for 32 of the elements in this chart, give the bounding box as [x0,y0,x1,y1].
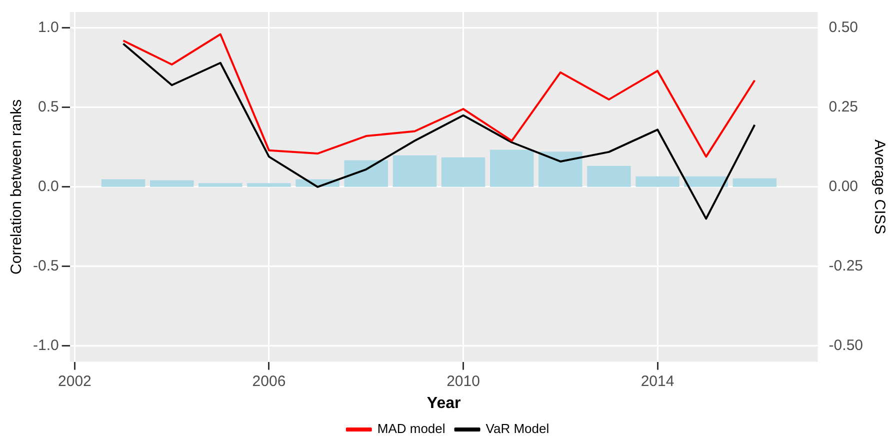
y2-axis-title: Average CISS [870,140,888,234]
bar [344,160,388,187]
y-axis-title: Correlation between ranks [8,99,26,274]
y2-tick-label: -0.50 [828,337,864,354]
y-tick-label: -0.5 [32,258,59,275]
x-tick-label: 2014 [640,372,674,390]
bar [538,152,582,187]
bar [392,155,437,187]
y2-tick-label: 0.25 [828,98,858,116]
x-tick-label: 2006 [252,372,286,390]
y2-tick-label: 0.00 [828,178,858,196]
y-tick-label: 0.5 [38,98,59,116]
y-tick-label: 1.0 [38,19,59,36]
y2-tick-label: 0.50 [828,19,858,36]
y-tick-label: 0.0 [38,178,59,196]
x-tick-label: 2002 [58,372,92,390]
legend-label: VaR Model [486,421,550,436]
bar [732,178,777,187]
bar [247,183,291,187]
x-tick-label: 2010 [446,372,480,390]
bar [587,166,631,187]
bar [101,179,146,187]
x-axis-title: Year [426,394,461,412]
y2-tick-label: -0.25 [828,258,864,275]
bar [150,180,194,187]
y-tick-label: -1.0 [32,337,59,354]
bar [684,176,728,187]
bar [441,157,486,187]
legend-label: MAD model [377,421,446,436]
bar [198,183,242,187]
bar [490,150,534,187]
bar [636,176,680,187]
